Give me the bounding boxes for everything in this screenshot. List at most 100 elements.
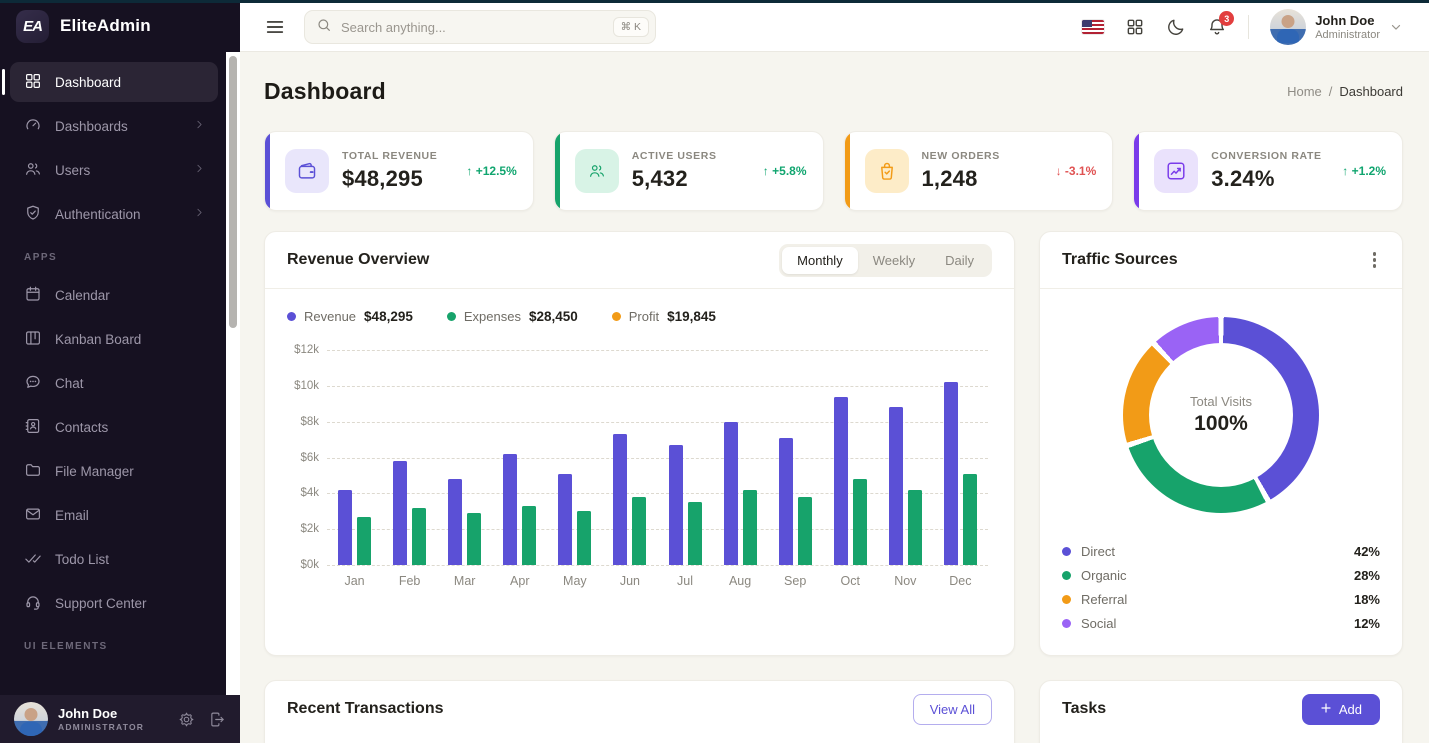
revenue-overview-card: Revenue Overview Monthly Weekly Daily Reve… <box>264 231 1015 656</box>
revenue-bar-feb[interactable] <box>393 461 408 565</box>
avatar <box>14 702 48 736</box>
stat-accent-bar <box>265 132 270 210</box>
notifications-bell-icon[interactable]: 3 <box>1207 11 1235 37</box>
tab-weekly[interactable]: Weekly <box>872 252 916 268</box>
search-box[interactable]: ⌘ K <box>304 10 656 44</box>
sidebar-item-dashboard[interactable]: Dashboard <box>2 62 218 102</box>
expenses-bar-jan[interactable] <box>357 516 372 565</box>
expenses-bar-feb[interactable] <box>412 507 427 565</box>
tasks-card: Tasks Add <box>1039 680 1403 743</box>
expenses-bar-mar[interactable] <box>467 513 482 565</box>
sidebar-item-file-manager[interactable]: File Manager <box>10 451 218 491</box>
legend-value: 12% <box>1353 615 1380 631</box>
revenue-bar-jul[interactable] <box>668 444 683 565</box>
sidebar-nav: Dashboard Dashboards Users Authentication AP… <box>0 52 226 695</box>
apps-grid-icon[interactable] <box>1125 17 1145 37</box>
sidebar-item-calendar[interactable]: Calendar <box>10 275 218 315</box>
sidebar-item-users[interactable]: Users <box>10 150 218 190</box>
sidebar-item-authentication[interactable]: Authentication <box>10 194 218 234</box>
breadcrumb: Home / Dashboard <box>1287 84 1403 99</box>
user-name: John Doe <box>1315 12 1375 28</box>
expenses-bar-apr[interactable] <box>522 505 537 565</box>
revenue-bar-dec[interactable] <box>943 382 958 565</box>
chevron-right-icon <box>193 162 206 178</box>
revenue-bar-nov[interactable] <box>888 407 903 565</box>
stat-label: CONVERSION RATE <box>1211 150 1322 162</box>
search-input[interactable] <box>341 19 604 35</box>
dark-mode-moon-icon[interactable] <box>1166 17 1186 37</box>
topbar-divider <box>1248 15 1250 39</box>
revenue-bar-aug[interactable] <box>723 421 738 565</box>
legend-value: $28,450 <box>528 309 578 324</box>
x-axis-label: May <box>563 574 587 588</box>
gridline <box>327 529 988 531</box>
menu-toggle-icon[interactable] <box>264 16 286 38</box>
sidebar-section-label: APPS <box>24 252 58 263</box>
breadcrumb-home[interactable]: Home <box>1287 84 1322 99</box>
sidebar-item-label: Chat <box>55 375 84 391</box>
kebab-menu-icon[interactable] <box>1369 248 1381 272</box>
revenue-bar-sep[interactable] <box>778 437 793 565</box>
sidebar-scrollbar-track[interactable] <box>226 52 240 695</box>
sidebar-item-dashboards[interactable]: Dashboards <box>10 106 218 146</box>
legend-revenue: Revenue $48,295 <box>287 309 413 324</box>
revenue-bar-jun[interactable] <box>613 434 628 565</box>
sidebar-item-todo-list[interactable]: Todo List <box>10 539 218 579</box>
gridline <box>327 350 988 351</box>
expenses-bar-jun[interactable] <box>632 496 647 565</box>
stat-card-new-orders: NEW ORDERS 1,248 ↓ -3.1% <box>843 131 1114 211</box>
sidebar-item-contacts[interactable]: Contacts <box>10 407 218 447</box>
sidebar-item-chat[interactable]: Chat <box>10 363 218 403</box>
donut-center-label: Total Visits <box>1190 394 1252 409</box>
sidebar-user-card[interactable]: John Doe ADMINISTRATOR <box>0 695 240 743</box>
revenue-bar-may[interactable] <box>558 473 573 565</box>
stat-label: NEW ORDERS <box>921 150 1000 162</box>
y-axis-label: $0k <box>300 559 319 571</box>
user-menu[interactable]: John Doe Administrator <box>1270 9 1403 45</box>
legend-value: 28% <box>1353 567 1380 583</box>
expenses-bar-jul[interactable] <box>687 502 702 565</box>
view-all-button[interactable]: View All <box>912 693 992 725</box>
window-top-strip <box>0 0 1429 3</box>
sidebar-scrollbar-thumb[interactable] <box>229 56 237 328</box>
traffic-sources-card: Traffic Sources Total Visits 100% Direct… <box>1039 231 1403 656</box>
traffic-donut-chart[interactable]: Total Visits 100% <box>1123 317 1319 513</box>
add-task-button[interactable]: Add <box>1301 693 1380 725</box>
stat-label: ACTIVE USERS <box>631 150 717 162</box>
stats-row: TOTAL REVENUE $48,295 ↑ +12.5% ACTIVE USERS… <box>264 131 1403 211</box>
settings-gear-icon[interactable] <box>178 711 195 728</box>
legend-dot <box>1062 570 1071 580</box>
expenses-bar-oct[interactable] <box>852 479 867 565</box>
expenses-bar-aug[interactable] <box>742 489 757 565</box>
legend-dot <box>611 312 621 321</box>
legend-dot <box>1062 594 1071 604</box>
sidebar-item-email[interactable]: Email <box>10 495 218 535</box>
legend-expenses: Expenses $28,450 <box>446 309 578 324</box>
revenue-bar-oct[interactable] <box>833 396 848 565</box>
tab-daily[interactable]: Daily <box>945 252 974 268</box>
expenses-bar-dec[interactable] <box>962 473 977 565</box>
gauge-icon <box>24 116 42 137</box>
revenue-bar-apr[interactable] <box>503 453 518 565</box>
logout-icon[interactable] <box>209 711 226 728</box>
expenses-bar-nov[interactable] <box>907 489 922 565</box>
sidebar-item-label: Contacts <box>55 419 109 435</box>
sidebar-item-label: Email <box>55 507 89 523</box>
legend-value: 18% <box>1353 591 1380 607</box>
traffic-legend-referral: Referral 18% <box>1062 587 1380 611</box>
chevron-down-icon <box>1389 20 1403 34</box>
stat-delta: ↑ +5.8% <box>762 164 807 178</box>
expenses-bar-may[interactable] <box>577 511 592 565</box>
sidebar-item-label: Todo List <box>55 551 110 567</box>
language-flag-icon[interactable] <box>1082 20 1105 34</box>
stat-accent-bar <box>844 132 850 210</box>
sidebar-item-kanban-board[interactable]: Kanban Board <box>10 319 218 359</box>
revenue-bar-jan[interactable] <box>338 489 353 565</box>
tab-monthly[interactable]: Monthly <box>782 246 858 274</box>
breadcrumb-current: Dashboard <box>1339 84 1403 99</box>
expenses-bar-sep[interactable] <box>797 496 812 565</box>
revenue-bar-mar[interactable] <box>448 479 463 565</box>
sidebar-item-support-center[interactable]: Support Center <box>10 583 218 623</box>
shield-icon <box>24 204 42 225</box>
